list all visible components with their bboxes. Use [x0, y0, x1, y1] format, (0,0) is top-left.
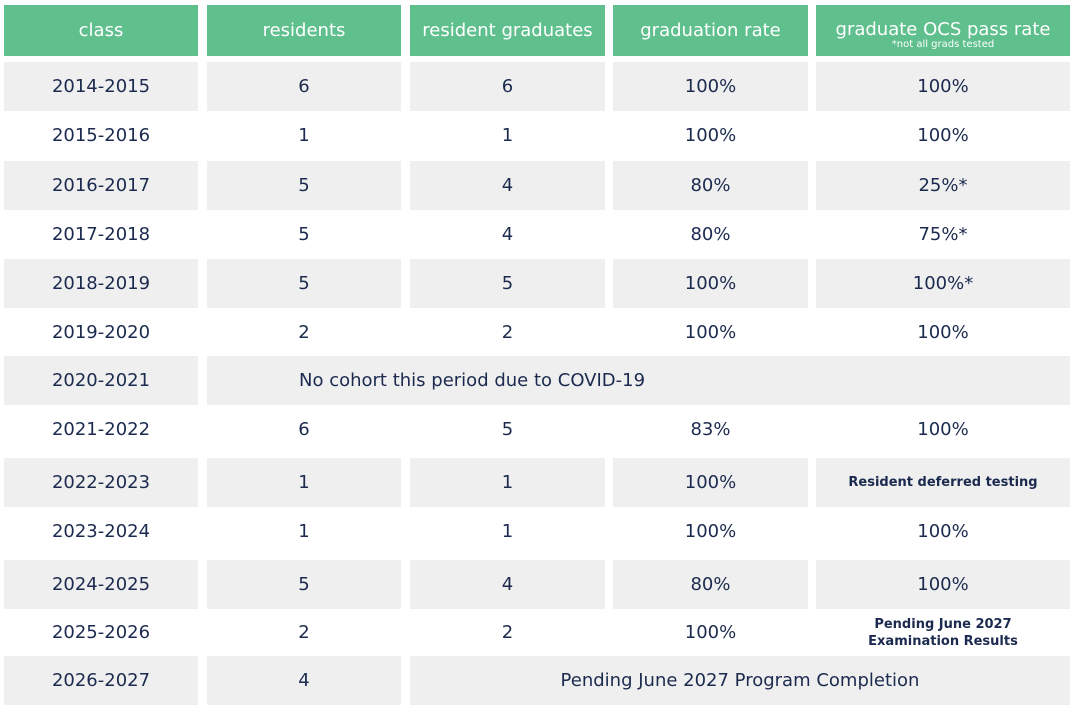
pending-completion-note: Pending June 2027 Program Completion: [410, 656, 1070, 705]
table-row-rate: 80%: [613, 560, 808, 609]
table-row-ocs: 100%: [816, 560, 1070, 609]
table-row-rate: 100%: [613, 62, 808, 111]
table-row-graduates: 2: [501, 622, 514, 643]
header-residents: residents: [207, 5, 401, 56]
table-row-residents: 1: [298, 520, 310, 542]
ocs-pending-line1: Pending June 2027: [874, 616, 1012, 632]
table-row-residents: 1: [298, 124, 310, 146]
table-row-ocs: Pending June 2027 Examination Results: [816, 609, 1070, 656]
header-class: class: [4, 5, 198, 56]
table-row-graduates: 2: [501, 321, 514, 343]
table-row-residents: 5: [207, 259, 401, 308]
table-row-class: 2016-2017: [4, 161, 198, 210]
header-ocs-note: *not all grads tested: [891, 39, 995, 50]
table-row-class: 2025-2026: [51, 622, 151, 643]
table-row-rate: 100%: [684, 520, 737, 542]
table-row-ocs: 75%*: [918, 223, 968, 245]
table-row-class: 2018-2019: [4, 259, 198, 308]
table-row-residents: 5: [298, 223, 310, 245]
table-row-residents: 2: [298, 321, 310, 343]
table-row-rate: 100%: [684, 321, 737, 343]
header-residents-label: residents: [262, 20, 346, 41]
table-row-rate: 100%: [613, 458, 808, 507]
table-row-class: 2017-2018: [51, 223, 151, 245]
table-row-graduates: 1: [501, 520, 514, 542]
table-row-class: 2024-2025: [4, 560, 198, 609]
table-row-ocs: 100%*: [816, 259, 1070, 308]
table-row-residents: 1: [207, 458, 401, 507]
ocs-pending-line2: Examination Results: [868, 633, 1018, 649]
table-row-rate: 100%: [684, 622, 737, 643]
table-row-graduates: 4: [501, 223, 514, 245]
header-ocs-label: graduate OCS pass rate: [835, 19, 1051, 40]
table-row-class: 2020-2021: [4, 356, 198, 405]
table-row-graduates: 1: [410, 458, 605, 507]
table-row-graduates: 6: [410, 62, 605, 111]
table-row-ocs: 100%: [917, 321, 969, 343]
header-graduates-label: resident graduates: [422, 20, 593, 41]
table-row-graduates: 4: [410, 161, 605, 210]
table-row-ocs: 100%: [917, 418, 969, 440]
table-row-residents: 4: [207, 656, 401, 705]
table-row-residents: 2: [298, 622, 310, 643]
table-row-rate: 80%: [613, 161, 808, 210]
table-row-graduates: 5: [410, 259, 605, 308]
table-row-class: 2019-2020: [51, 321, 151, 343]
header-graduates: resident graduates: [410, 5, 605, 56]
table-row-ocs: Resident deferred testing: [816, 458, 1070, 507]
table-row-class: 2015-2016: [51, 124, 151, 146]
table-row-rate: 83%: [690, 418, 731, 440]
header-rate-label: graduation rate: [640, 20, 781, 41]
table-row-residents: 5: [207, 161, 401, 210]
header-ocs: graduate OCS pass rate *not all grads te…: [816, 5, 1070, 56]
table-row-rate: 80%: [690, 223, 731, 245]
table-row-ocs: 100%: [917, 124, 969, 146]
table-row-ocs: 100%: [816, 62, 1070, 111]
table-row-graduates: 4: [410, 560, 605, 609]
table-row-class: 2021-2022: [51, 418, 151, 440]
table-row-ocs: 100%: [917, 520, 969, 542]
table-row-class: 2023-2024: [51, 520, 151, 542]
header-rate: graduation rate: [613, 5, 808, 56]
header-class-label: class: [78, 20, 124, 41]
table-row-graduates: 5: [501, 418, 514, 440]
table-row-rate: 100%: [613, 259, 808, 308]
table-row-graduates: 1: [501, 124, 514, 146]
covid-note: No cohort this period due to COVID-19: [207, 356, 1070, 405]
table-row-class: 2014-2015: [4, 62, 198, 111]
table-row-ocs: 25%*: [816, 161, 1070, 210]
table-row-class: 2026-2027: [4, 656, 198, 705]
table-row-class: 2022-2023: [4, 458, 198, 507]
table-row-rate: 100%: [684, 124, 737, 146]
table-row-residents: 6: [207, 62, 401, 111]
table-row-residents: 6: [298, 418, 310, 440]
table-row-residents: 5: [207, 560, 401, 609]
